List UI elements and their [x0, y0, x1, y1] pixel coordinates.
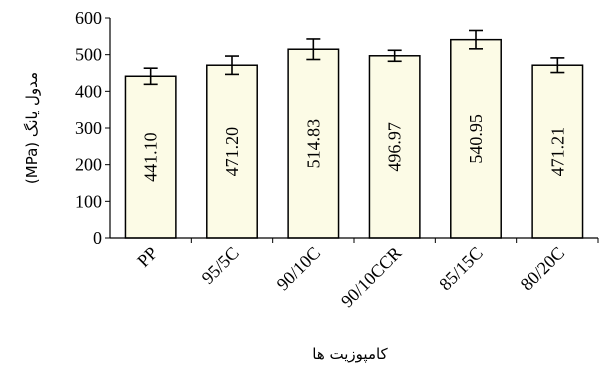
data-label: 514.83: [303, 119, 323, 169]
data-label: 496.97: [385, 122, 405, 172]
x-tick-label: PP: [133, 243, 161, 271]
y-tick-label: 0: [93, 228, 102, 248]
bar: [368, 55, 421, 239]
x-tick-label: 90/10CCR: [337, 243, 406, 312]
x-tick-label: 85/15C: [435, 243, 487, 295]
bar: [531, 64, 584, 239]
y-tick-label: 300: [75, 118, 102, 138]
x-tick-label: 95/5C: [198, 243, 243, 288]
x-tick-label: 90/10C: [273, 243, 325, 295]
y-tick-label: 600: [75, 8, 102, 28]
y-tick-label: 200: [75, 155, 102, 175]
y-tick-label: 100: [75, 191, 102, 211]
y-tick-label: 400: [75, 81, 102, 101]
data-label: 471.21: [547, 127, 567, 177]
data-label: 471.20: [222, 127, 242, 177]
plot-area: 0 100 200 300 400 500 600 441.10 PP 471.20 95/5C 51…: [75, 8, 599, 312]
y-tick-label: 500: [75, 45, 102, 65]
data-label: 441.10: [141, 132, 161, 182]
y-axis-label: مدول یانگ (MPa): [23, 72, 41, 184]
bar: [124, 75, 177, 239]
x-tick-label: 80/20C: [517, 243, 569, 295]
x-axis-label: کامپوزیت ها: [312, 345, 388, 364]
data-label: 540.95: [466, 114, 486, 164]
